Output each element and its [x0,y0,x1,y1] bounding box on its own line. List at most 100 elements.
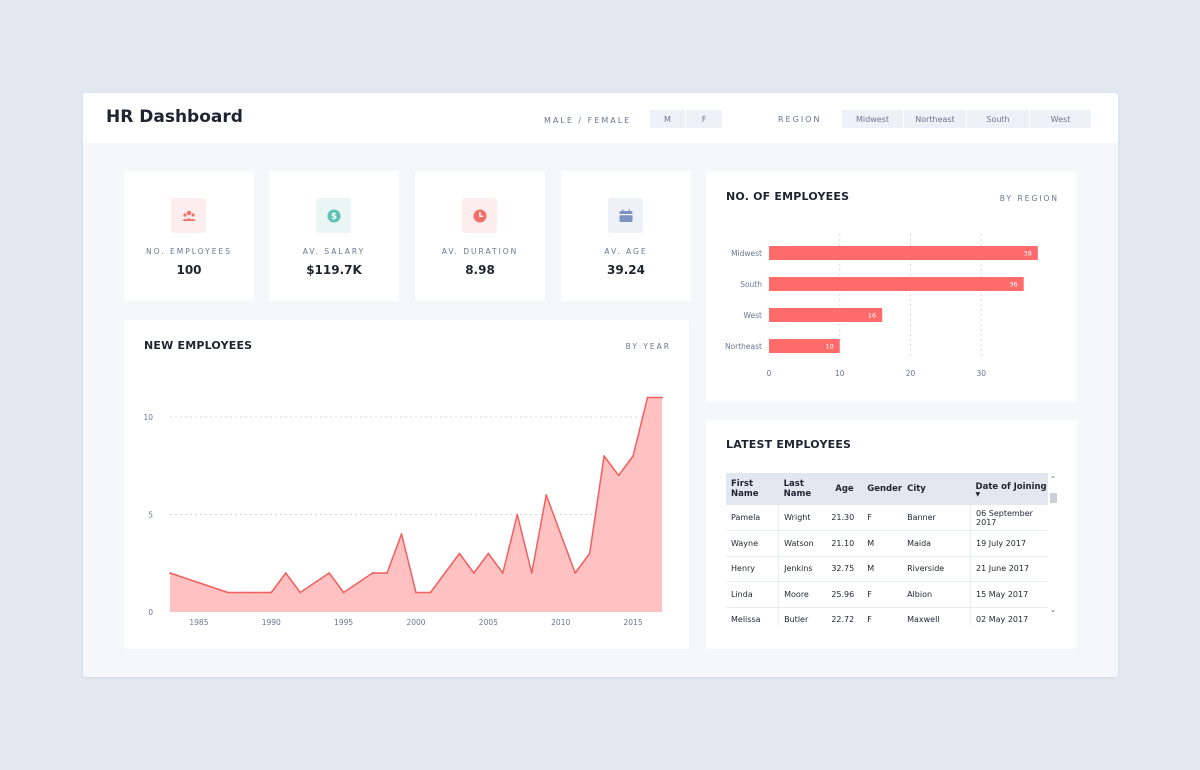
page-title: HR Dashboard [106,107,243,127]
dashboard-window: HR Dashboard MALE / FEMALE M F REGION Mi… [83,93,1118,677]
data-point [415,591,417,594]
data-point [545,494,548,496]
data-label: 36 [1009,281,1017,289]
y-tick-label: 0 [148,608,153,617]
top-bar: HR Dashboard MALE / FEMALE M F REGION Mi… [83,93,1118,143]
data-point [530,572,533,574]
data-point [516,513,519,516]
x-tick-label: 2005 [479,618,498,627]
x-tick-label: 30 [976,369,986,378]
x-tick-label: 1985 [189,618,208,627]
region-filter-midwest[interactable]: Midwest [842,110,903,128]
kpi-card-employees: NO. EMPLOYEES 100 [124,171,254,301]
gender-filter-m[interactable]: M [650,110,685,128]
data-point [661,396,663,399]
clock-icon [462,198,497,233]
region-filter-south[interactable]: South [967,110,1029,128]
kpi-label: AV. SALARY [302,247,366,256]
x-tick-label: 1995 [334,618,353,627]
table-row[interactable]: Melissa Butler 22.72 F Maxwell 02 May 20… [726,607,1048,625]
data-point [198,581,200,584]
employees-by-region-title: NO. OF EMPLOYEES [726,190,850,203]
data-point [487,552,490,555]
column-header-date-of-joining[interactable]: Date of Joining ▼ [971,473,1048,505]
cell-age: 21.10 [830,530,863,557]
column-header-last-name[interactable]: Last Name [783,479,812,499]
table-row[interactable]: Henry Jenkins 32.75 M Riverside 21 June … [726,556,1048,582]
cell-age: 25.96 [830,581,863,608]
data-point [588,552,591,555]
x-tick-label: 2000 [406,618,425,627]
dollar-icon: $ [316,198,351,233]
new-employees-card: NEW EMPLOYEES BY YEAR 0 5 10 1985 1990 1995 20… [124,320,689,649]
cell-date-of-joining: 06 September 2017 [970,505,1048,531]
cell-date-of-joining: 19 July 2017 [970,530,1048,557]
data-point [284,572,287,574]
cell-last-name: Wright [778,505,831,531]
cell-age: 21.30 [830,505,863,531]
employees-by-region-subtitle: BY REGION [999,194,1059,203]
cell-city: Banner [902,505,971,531]
data-point [458,552,461,555]
scroll-up-icon[interactable]: ⌃ [1049,475,1057,484]
cell-date-of-joining: 02 May 2017 [970,607,1048,625]
cell-first-name: Linda [726,581,779,608]
cell-first-name: Melissa [726,607,779,625]
region-filter-northeast[interactable]: Northeast [904,110,966,128]
svg-text:$: $ [330,212,336,222]
x-tick-label: 20 [906,369,916,378]
data-point [241,591,244,594]
bar [769,308,883,322]
table-scrollbar[interactable]: ⌃ ⌄ [1048,473,1058,625]
cell-city: Maxwell [902,607,971,625]
column-header-first-name[interactable]: First Name [731,479,759,499]
kpi-value: 100 [176,263,202,277]
table-row[interactable]: Linda Moore 25.96 F Albion 15 May 2017 [726,581,1048,608]
cell-last-name: Jenkins [778,556,831,582]
data-point [501,572,504,574]
category-label: Northeast [725,342,762,351]
cell-date-of-joining: 21 June 2017 [970,556,1048,582]
column-header-city[interactable]: City [907,484,926,494]
data-point [255,591,258,594]
table-row[interactable]: Wayne Watson 21.10 M Maida 19 July 2017 [726,530,1048,557]
cell-city: Maida [902,530,971,557]
new-employees-title: NEW EMPLOYEES [144,339,253,352]
region-filter-label: REGION [778,115,822,124]
cell-gender: M [862,530,903,557]
cell-last-name: Butler [778,607,831,625]
kpi-value: $119.7K [306,263,362,277]
data-point [617,474,620,477]
scroll-down-icon[interactable]: ⌄ [1049,605,1057,614]
data-point [342,591,345,594]
cell-age: 32.75 [830,556,863,582]
kpi-label: NO. EMPLOYEES [146,247,232,256]
employees-by-region-card: NO. OF EMPLOYEES BY REGION 0 10 20 30 Midwes… [706,171,1077,402]
data-point [429,591,432,594]
data-point [226,591,229,594]
cell-city: Albion [902,581,971,608]
cell-gender: M [862,556,903,582]
employees-by-region-chart: 0 10 20 30 Midwest 38 South 36 West 16 Northeast 10 [725,234,1038,378]
new-employees-chart: 0 5 10 1985 1990 1995 2000 2005 2010 2015 [143,396,663,627]
data-point [328,572,331,574]
area-fill [170,397,662,612]
gender-filter-f[interactable]: F [686,110,722,128]
cell-last-name: Watson [778,530,831,557]
kpi-card-age: AV. AGE 39.24 [561,171,691,301]
data-point [386,572,388,574]
kpi-label: AV. AGE [604,247,648,256]
column-header-gender[interactable]: Gender [867,484,903,494]
people-icon [171,198,206,233]
kpi-value: 8.98 [465,263,495,277]
data-label: 38 [1024,250,1032,258]
column-header-age[interactable]: Age [835,484,854,494]
data-point [472,572,475,574]
column-header-date-label: Date of Joining [975,481,1047,492]
region-filter-west[interactable]: West [1030,110,1091,128]
cell-gender: F [862,505,903,531]
table-row[interactable]: Pamela Wright 21.30 F Banner 06 Septembe… [726,505,1048,531]
data-point [299,591,302,594]
kpi-value: 39.24 [607,263,645,277]
scroll-thumb[interactable] [1050,493,1057,503]
